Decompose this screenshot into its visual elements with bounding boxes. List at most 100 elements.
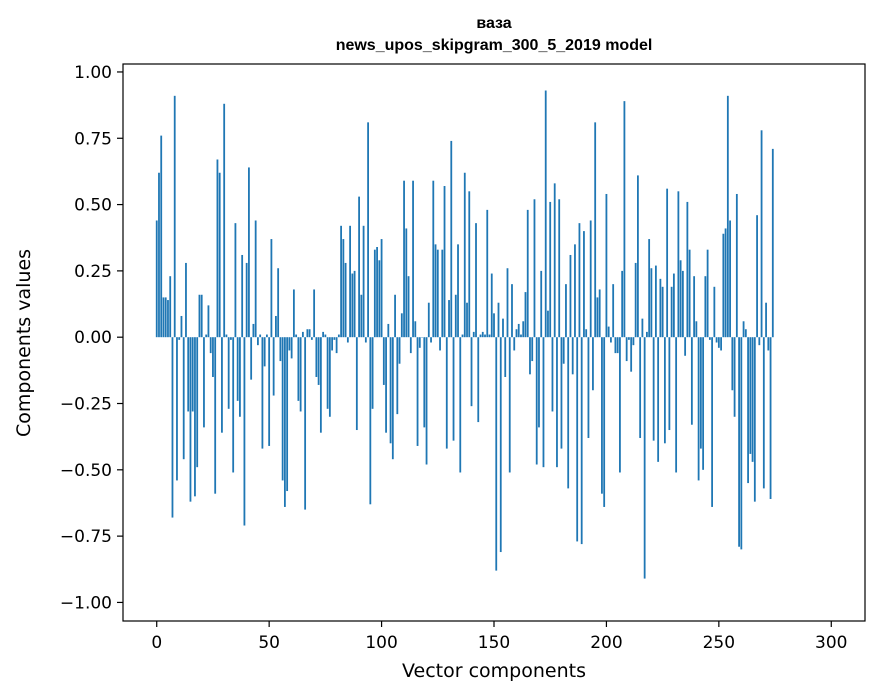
bar-component-187	[576, 337, 579, 542]
bar-component-55	[279, 337, 282, 362]
bar-component-109	[400, 313, 403, 338]
y-axis-ticks: −1.00 −0.75 −0.50 −0.25 0.00 0.25 0.50 0.75 1.00	[60, 63, 123, 613]
x-tick-label: 300	[815, 633, 847, 653]
bar-component-22	[205, 334, 208, 338]
bar-component-94	[367, 122, 369, 338]
bar-component-31	[225, 334, 228, 338]
bar-component-192	[587, 337, 590, 438]
bar-component-216	[641, 318, 644, 338]
bar-component-215	[639, 337, 642, 438]
y-tick-label: 0.75	[74, 129, 112, 149]
bar-component-29	[221, 337, 223, 433]
bar-component-240	[695, 321, 698, 338]
bar-component-52	[272, 337, 275, 396]
bar-component-43	[252, 323, 255, 338]
bar-component-197	[598, 289, 601, 338]
bar-component-219	[648, 239, 651, 338]
bar-component-11	[180, 315, 183, 338]
bar-component-76	[326, 337, 329, 409]
bar-component-32	[227, 337, 230, 409]
bar-component-272	[767, 337, 770, 351]
bar-component-91	[360, 294, 363, 338]
bar-component-149	[490, 273, 493, 338]
bar-component-233	[679, 260, 682, 338]
bar-component-154	[502, 318, 504, 338]
bar-component-30	[223, 103, 226, 338]
bar-component-126	[439, 337, 441, 351]
bar-component-7	[171, 337, 174, 518]
bar-component-62	[295, 334, 298, 338]
bar-component-28	[218, 172, 221, 338]
bar-component-46	[259, 334, 262, 338]
bar-component-146	[484, 334, 486, 338]
bar-component-59	[288, 337, 291, 351]
bar-component-1	[158, 172, 160, 338]
bar-component-243	[702, 337, 705, 470]
bar-component-201	[607, 326, 610, 338]
bar-component-261	[742, 321, 745, 338]
bar-component-49	[266, 334, 268, 338]
bar-component-136	[461, 334, 464, 338]
bar-component-85	[346, 337, 349, 343]
bar-component-182	[565, 284, 567, 338]
bar-component-78	[331, 337, 334, 351]
bar-component-160	[515, 329, 518, 338]
bar-component-224	[659, 278, 662, 338]
bar-component-156	[506, 268, 509, 338]
bar-component-184	[569, 254, 572, 338]
bar-component-210	[628, 337, 630, 340]
x-tick-label: 100	[365, 633, 397, 653]
bar-component-44	[254, 220, 257, 338]
bar-component-260	[740, 337, 743, 550]
bar-component-27	[216, 159, 219, 338]
bar-component-246	[708, 337, 711, 340]
bar-component-115	[414, 321, 417, 338]
bar-component-191	[585, 329, 588, 338]
bar-component-208	[623, 101, 626, 338]
bar-component-153	[499, 337, 502, 553]
bar-component-148	[488, 334, 491, 338]
bar-component-86	[349, 225, 351, 338]
bar-component-83	[342, 239, 345, 338]
bar-component-205	[616, 337, 619, 354]
bar-component-178	[556, 337, 558, 468]
bar-component-39	[243, 337, 246, 526]
bar-component-212	[632, 337, 635, 346]
bar-component-245	[706, 249, 709, 338]
bar-component-157	[508, 337, 511, 473]
bar-component-171	[540, 270, 543, 338]
bar-component-99	[378, 260, 381, 338]
bar-component-10	[178, 337, 181, 340]
bar-component-134	[457, 244, 459, 338]
bar-component-185	[571, 337, 574, 375]
bar-component-256	[731, 337, 734, 391]
bar-component-193	[589, 220, 592, 338]
bar-component-9	[176, 337, 178, 481]
bar-component-110	[403, 180, 405, 338]
bar-component-92	[362, 225, 365, 338]
bar-component-50	[268, 337, 271, 446]
bar-component-237	[688, 249, 691, 338]
bar-component-188	[578, 223, 581, 338]
y-tick-label: −0.75	[60, 527, 112, 547]
bar-component-229	[670, 286, 673, 338]
bar-component-177	[553, 183, 556, 338]
bar-component-158	[511, 284, 513, 338]
bar-component-221	[652, 337, 655, 441]
bar-component-56	[281, 337, 284, 481]
bar-component-194	[592, 337, 594, 391]
y-tick-label: 0.50	[74, 196, 112, 216]
bar-component-147	[486, 209, 489, 338]
bar-component-132	[452, 337, 455, 441]
bar-component-202	[610, 337, 612, 343]
y-tick-label: 0.25	[74, 262, 112, 282]
bar-component-87	[351, 273, 354, 338]
bar-component-42	[250, 337, 253, 380]
bar-component-36	[236, 337, 239, 401]
bar-component-84	[344, 262, 347, 338]
bar-component-145	[481, 331, 484, 338]
bar-component-26	[214, 337, 217, 494]
bar-component-79	[333, 337, 336, 340]
bar-component-107	[396, 337, 399, 415]
